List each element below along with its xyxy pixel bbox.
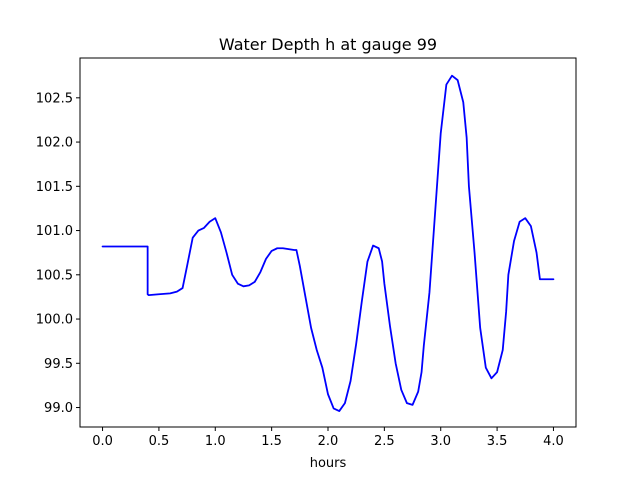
y-tick-label: 99.0 [44, 401, 73, 416]
x-tick-label: 4.0 [543, 434, 564, 449]
x-tick-label: 0.5 [149, 434, 170, 449]
y-tick-label: 100.0 [36, 313, 73, 328]
y-tick-label: 102.0 [36, 136, 73, 151]
plot-frame [79, 57, 577, 428]
y-tick-label: 100.5 [36, 268, 73, 283]
y-tick-label: 101.0 [36, 224, 73, 239]
x-tick-label: 2.5 [374, 434, 395, 449]
series-layer [101, 74, 555, 412]
chart-title: Water Depth h at gauge 99 [219, 35, 437, 54]
y-tick-label: 99.5 [44, 357, 73, 372]
plot-area [80, 58, 576, 427]
x-tick-label: 0.0 [92, 434, 113, 449]
x-tick-label: 1.0 [205, 434, 226, 449]
y-tick-label: 101.5 [36, 180, 73, 195]
series-line [101, 74, 555, 412]
x-tick-label: 3.0 [430, 434, 451, 449]
axes-layer: 0.0 0.5 1.0 1.5 2.0 2.5 3.0 3.5 4.0 99.0 99.5 100.0… [36, 91, 564, 449]
x-tick-label: 1.5 [261, 434, 282, 449]
y-tick-label: 102.5 [36, 91, 73, 106]
x-tick-label: 3.5 [487, 434, 508, 449]
x-tick-label: 2.0 [318, 434, 339, 449]
x-axis-label: hours [310, 456, 347, 471]
